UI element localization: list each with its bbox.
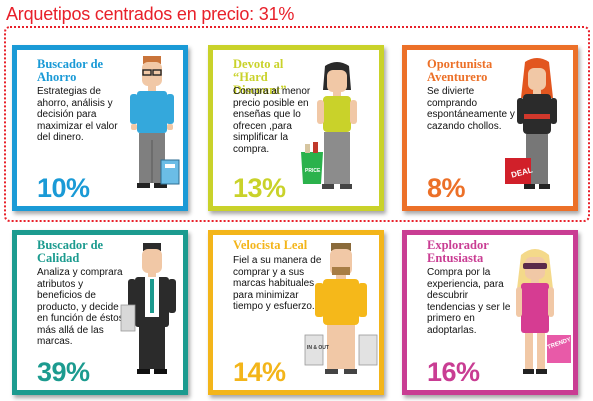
archetype-card-buscador-de-ahorro: Buscador de Ahorro Estrategias de ahorro…	[12, 45, 188, 211]
quality-man-illustration	[120, 243, 176, 374]
archetype-card-devoto-al-hard-discount: Devoto al “Hard Discount” Compra al meno…	[208, 45, 384, 211]
card-percent: 14%	[233, 357, 286, 387]
card-percent: 10%	[37, 173, 90, 203]
card-title: Oportunista Aventurero	[427, 57, 493, 84]
page-title: Arquetipos centrados en precio: 31%	[6, 4, 295, 24]
trendy-woman-illustration	[516, 249, 571, 374]
archetype-card-explorador-entusiasta: Explorador Entusiasta Compra por la expe…	[402, 230, 578, 395]
card-description: Compra por la experiencia, para descubri…	[427, 267, 511, 336]
card-description: Fiel a su manera de comprar y a sus marc…	[233, 255, 322, 312]
in-out-bag-label: IN & OUT	[307, 345, 329, 351]
card-title: Devoto al “Hard Discount”	[233, 57, 287, 97]
card-title: Buscador de Ahorro	[37, 57, 104, 84]
card-description: Se divierte comprando espontáneamente y …	[427, 86, 515, 132]
card-title: Velocista Leal	[233, 238, 308, 252]
card-title: Explorador Entusiasta	[427, 238, 489, 265]
card-percent: 39%	[37, 357, 90, 387]
saver-man-illustration	[130, 56, 180, 188]
loyal-sprinter-illustration	[304, 243, 378, 374]
card-description: Analiza y comprara atributos y beneficio…	[37, 267, 127, 347]
card-description: Compra al menor precio posible en enseña…	[233, 86, 311, 155]
archetype-card-buscador-de-calidad: Buscador de Calidad Analiza y comprara a…	[12, 230, 188, 395]
price-centered-group-outline	[4, 26, 590, 222]
card-percent: 8%	[427, 173, 466, 203]
archetype-card-oportunista-aventurero: Oportunista Aventurero Se divierte compr…	[402, 45, 578, 211]
opportunist-woman-illustration	[505, 58, 557, 189]
card-percent: 13%	[233, 173, 286, 203]
price-bag-label: PRICE	[305, 168, 321, 174]
discount-woman-illustration	[301, 62, 357, 189]
card-title: Buscador de Calidad	[37, 238, 104, 265]
card-description: Estrategias de ahorro, análisis y decisi…	[37, 86, 118, 143]
archetype-card-velocista-leal: Velocista Leal Fiel a su manera de compr…	[208, 230, 384, 395]
card-percent: 16%	[427, 357, 480, 387]
